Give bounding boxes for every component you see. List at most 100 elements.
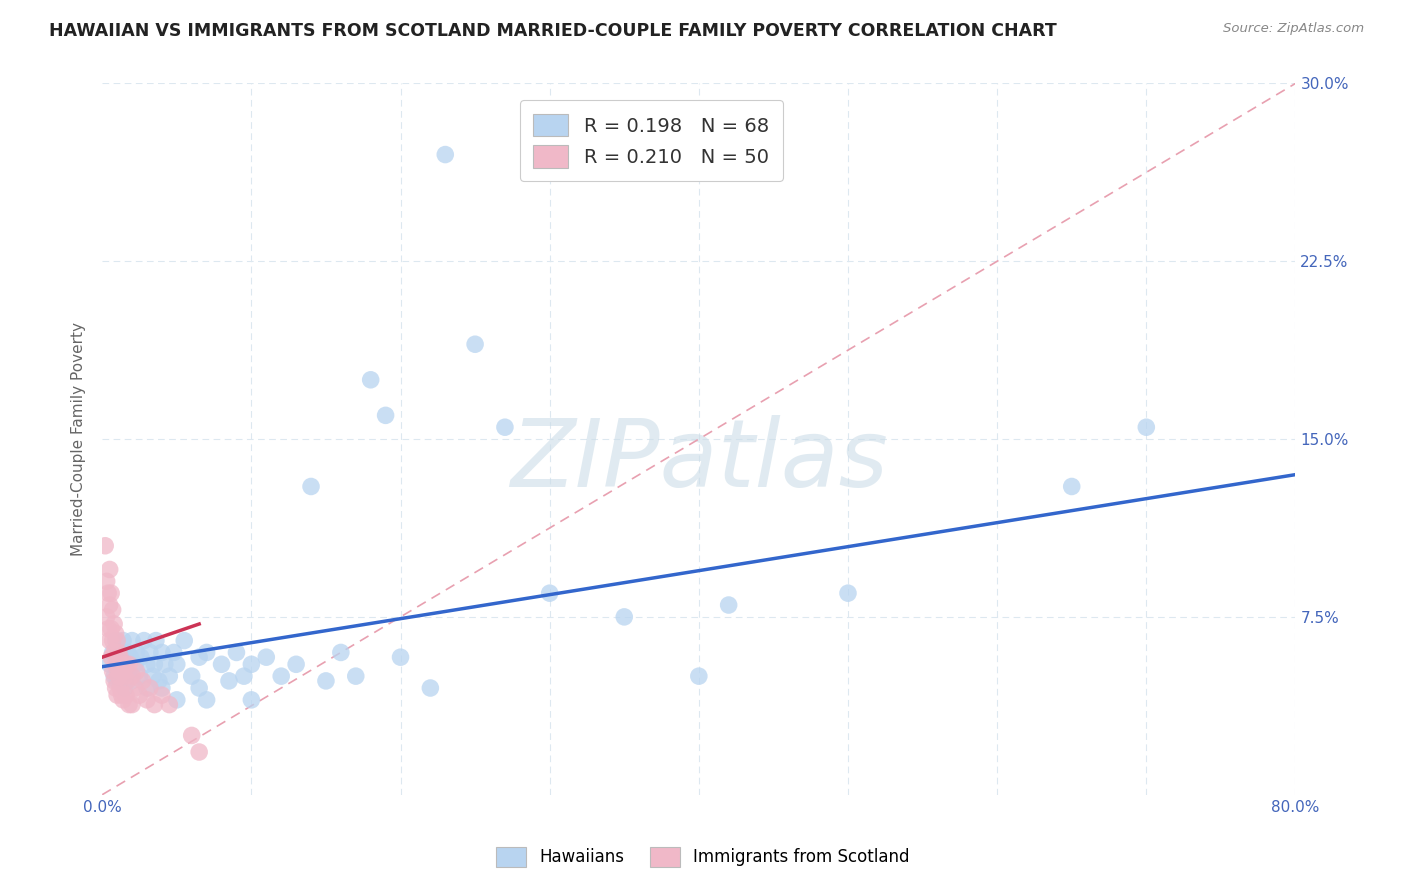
Point — [240, 693, 263, 707]
Legend: R = 0.198   N = 68, R = 0.210   N = 50: R = 0.198 N = 68, R = 0.210 N = 50 — [520, 100, 783, 181]
Point — [150, 688, 173, 702]
Point — [117, 645, 139, 659]
Point — [112, 633, 135, 648]
Point — [136, 657, 159, 672]
Point — [108, 650, 131, 665]
Point — [139, 645, 162, 659]
Point — [112, 693, 135, 707]
Point — [389, 650, 412, 665]
Point — [150, 645, 173, 659]
Point — [131, 673, 153, 688]
Point — [218, 673, 240, 688]
Point — [180, 669, 202, 683]
Point — [613, 610, 636, 624]
Point — [108, 681, 131, 695]
Point — [94, 539, 117, 553]
Point — [110, 669, 132, 683]
Point — [142, 669, 165, 683]
Y-axis label: Married-Couple Family Poverty: Married-Couple Family Poverty — [72, 322, 86, 556]
Point — [104, 626, 127, 640]
Point — [117, 673, 139, 688]
Point — [143, 657, 166, 672]
Point — [121, 698, 143, 712]
Point — [100, 586, 122, 600]
Point — [688, 669, 710, 683]
Point — [121, 669, 143, 683]
Point — [153, 657, 176, 672]
Point — [105, 688, 128, 702]
Point — [100, 622, 122, 636]
Point — [104, 633, 127, 648]
Point — [98, 598, 121, 612]
Point — [254, 650, 277, 665]
Point — [374, 409, 396, 423]
Point — [101, 633, 124, 648]
Point — [163, 645, 186, 659]
Point — [157, 698, 180, 712]
Point — [115, 657, 138, 672]
Point — [118, 657, 141, 672]
Point — [97, 622, 120, 636]
Point — [188, 681, 211, 695]
Point — [211, 657, 233, 672]
Point — [180, 728, 202, 742]
Point — [120, 650, 142, 665]
Point — [344, 669, 367, 683]
Point — [110, 657, 132, 672]
Point — [118, 698, 141, 712]
Point — [494, 420, 516, 434]
Point — [232, 669, 254, 683]
Point — [100, 650, 122, 665]
Point — [105, 673, 128, 688]
Point — [157, 669, 180, 683]
Point — [299, 479, 322, 493]
Point — [96, 574, 118, 589]
Point — [103, 645, 125, 659]
Point — [104, 657, 127, 672]
Point — [108, 645, 131, 659]
Point — [107, 669, 129, 683]
Point — [270, 669, 292, 683]
Point — [124, 681, 146, 695]
Point — [464, 337, 486, 351]
Point — [105, 662, 128, 676]
Point — [114, 669, 136, 683]
Point — [104, 681, 127, 695]
Point — [188, 650, 211, 665]
Point — [139, 681, 162, 695]
Point — [114, 657, 136, 672]
Point — [148, 673, 170, 688]
Text: ZIPatlas: ZIPatlas — [510, 415, 887, 506]
Point — [101, 665, 124, 679]
Point — [115, 688, 138, 702]
Point — [103, 673, 125, 688]
Point — [112, 665, 135, 679]
Point — [110, 688, 132, 702]
Point — [434, 147, 457, 161]
Point — [195, 693, 218, 707]
Point — [837, 586, 859, 600]
Point — [129, 650, 152, 665]
Point — [717, 598, 740, 612]
Point — [188, 745, 211, 759]
Point — [121, 673, 143, 688]
Point — [125, 645, 148, 659]
Point — [132, 633, 155, 648]
Point — [96, 610, 118, 624]
Point — [150, 681, 173, 695]
Point — [285, 657, 308, 672]
Point — [195, 645, 218, 659]
Text: Source: ZipAtlas.com: Source: ZipAtlas.com — [1223, 22, 1364, 36]
Point — [105, 657, 128, 672]
Point — [114, 681, 136, 695]
Point — [121, 633, 143, 648]
Point — [240, 657, 263, 672]
Point — [329, 645, 352, 659]
Point — [419, 681, 441, 695]
Point — [103, 617, 125, 632]
Point — [98, 633, 121, 648]
Point — [136, 693, 159, 707]
Point — [118, 669, 141, 683]
Point — [225, 645, 247, 659]
Point — [136, 681, 159, 695]
